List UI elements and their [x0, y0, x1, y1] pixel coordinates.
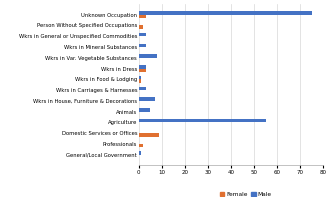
Bar	[139, 69, 146, 72]
Bar	[139, 33, 146, 36]
Legend: Female, Male: Female, Male	[217, 189, 274, 197]
Bar	[139, 108, 150, 112]
Bar	[139, 144, 143, 147]
Bar	[139, 15, 146, 18]
Bar	[139, 97, 155, 101]
Bar	[139, 133, 159, 137]
Bar	[139, 87, 146, 90]
Bar	[139, 54, 157, 58]
Bar	[139, 25, 143, 29]
Bar	[139, 151, 141, 155]
Bar	[139, 79, 141, 83]
Bar	[139, 119, 266, 122]
Bar	[139, 65, 146, 69]
Bar	[139, 76, 141, 79]
Bar	[139, 44, 146, 47]
Bar	[139, 11, 312, 15]
